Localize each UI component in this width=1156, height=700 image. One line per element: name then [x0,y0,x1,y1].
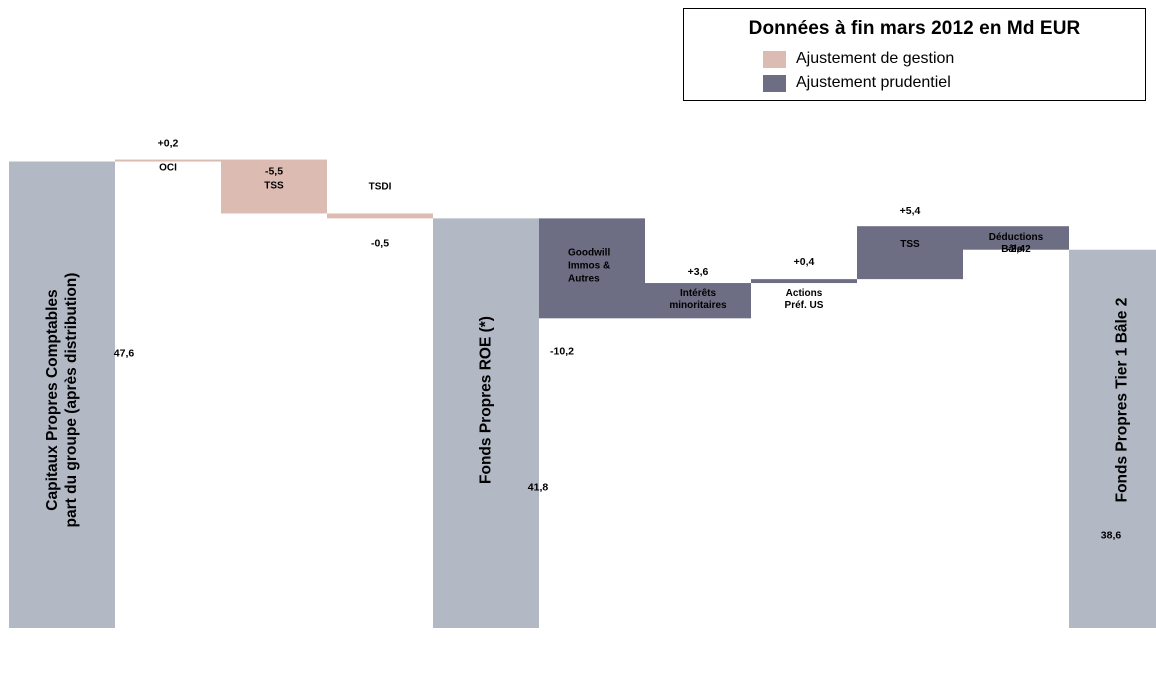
value-label-9: +5,4 [900,205,921,217]
category-label-11-line-1: Fonds Propres Tier 1 Bâle 2 [1113,297,1131,503]
category-label-1-line-2: part du groupe (après distribution) [63,272,80,528]
legend: Données à fin mars 2012 en Md EUR Ajuste… [683,8,1146,101]
category-label-1-line-1: Capitaux Propres Comptables [44,289,61,511]
bar-10 [963,226,1069,250]
bar-name-10-line-1: Déductions [989,232,1044,243]
legend-swatch-gestion [763,50,786,68]
bar-3 [221,159,327,214]
bar-name-9-line-1: TSS [900,239,920,250]
value-label-7: +3,6 [688,266,709,278]
bar-name-7-line-1: Intérêts [680,288,717,299]
value-label-3: -5,5 [265,166,283,178]
value-label-2: +0,2 [158,138,179,150]
bar-6 [539,218,645,319]
value-label-1: 47,6 [114,348,135,360]
bar-name-8-line-1: Actions [786,288,823,299]
bar-name-7-line-2: minoritaires [669,300,727,311]
legend-item-gestion: Ajustement de gestion [763,49,954,69]
value-label-6: -10,2 [550,345,574,357]
legend-swatch-prudentiel [763,74,786,92]
value-label-10: -2,4 [1007,243,1025,255]
category-label-5-line-1: Fonds Propres ROE (*) [477,316,495,484]
category-label-1: Capitaux Propres Comptables part du group… [43,100,81,700]
bar-5 [433,218,539,628]
bar-8 [751,279,857,284]
legend-title: Données à fin mars 2012 en Md EUR [748,18,1081,39]
category-label-5: Fonds Propres ROE (*) [477,100,496,700]
bar-4 [327,213,433,219]
bar-1 [9,161,115,628]
bar-11 [1069,249,1156,628]
value-label-4: -0,5 [371,237,389,249]
value-label-5: 41,8 [528,481,549,493]
bar-name-10-line-2: Bâle 2 [1001,244,1031,255]
value-label-11: 38,6 [1101,530,1122,542]
bar-7 [645,283,751,319]
bar-name-8-line-2: Préf. US [785,300,824,311]
legend-item-prudentiel: Ajustement prudentiel [763,73,951,93]
legend-label-prudentiel: Ajustement prudentiel [796,74,951,91]
waterfall-chart: 47,6 +0,2 OCI -5,5 TSS -0,5 TSDI 41,8 -10,2 Goodw… [9,138,1156,628]
bar-name-6-line-3: Autres [568,273,600,284]
bar-name-2-line-1: OCI [159,163,177,174]
bar-name-4-line-1: TSDI [369,181,392,192]
value-label-8: +0,4 [794,256,815,268]
bar-name-6-line-1: Goodwill [568,247,610,258]
legend-label-gestion: Ajustement de gestion [796,50,955,67]
category-label-11: Fonds Propres Tier 1 Bâle 2 [1113,100,1132,700]
bar-9 [857,226,963,280]
bar-name-6-line-2: Immos & [568,260,610,271]
bar-name-3-line-1: TSS [264,181,284,192]
bar-2 [115,159,221,162]
